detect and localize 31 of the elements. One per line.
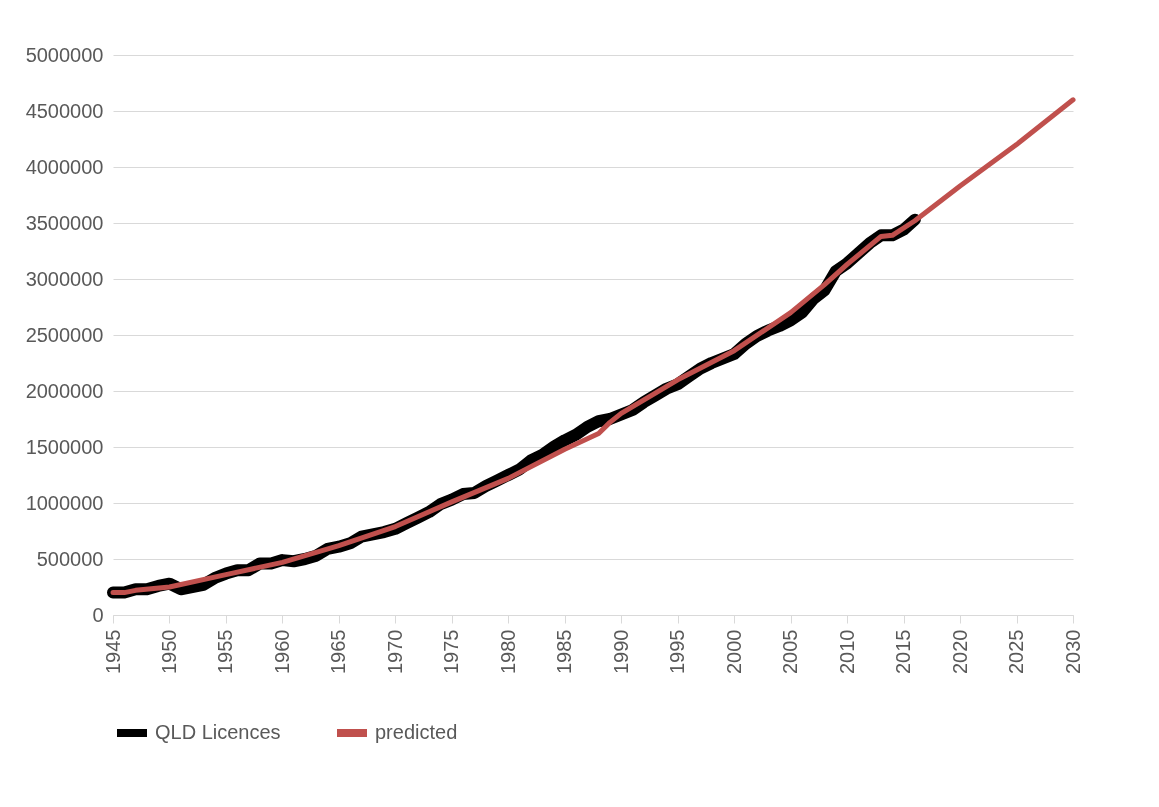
y-tick-label: 3500000	[25, 211, 104, 234]
legend-label: QLD Licences	[155, 721, 281, 743]
y-tick-label: 3000000	[25, 267, 104, 290]
x-tick-label: 1950	[157, 629, 180, 674]
x-tick-label: 2030	[1061, 629, 1084, 674]
x-tick-label: 1985	[553, 629, 576, 674]
x-tick-label: 1990	[609, 629, 632, 674]
x-tick-label: 2000	[722, 629, 745, 674]
x-tick-label: 1960	[270, 629, 293, 674]
x-tick-label: 1995	[666, 629, 689, 674]
x-tick-label: 2015	[892, 629, 915, 674]
y-tick-label: 5000000	[25, 43, 104, 66]
y-tick-label: 500000	[36, 547, 104, 570]
y-tick-label: 0	[92, 603, 104, 626]
y-tick-label: 4500000	[25, 99, 104, 122]
x-tick-label: 1955	[214, 629, 237, 674]
x-tick-label: 1945	[101, 629, 124, 674]
y-tick-label: 2500000	[25, 323, 104, 346]
legend-label: predicted	[375, 721, 458, 743]
y-tick-label: 1500000	[25, 435, 104, 458]
y-tick-label: 1000000	[25, 491, 104, 514]
x-tick-label: 1975	[440, 629, 463, 674]
x-tick-label: 1970	[383, 629, 406, 674]
y-tick-label: 2000000	[25, 379, 104, 402]
x-tick-label: 2005	[779, 629, 802, 674]
x-tick-label: 1980	[496, 629, 519, 674]
x-tick-label: 2025	[1005, 629, 1028, 674]
y-tick-label: 4000000	[25, 155, 104, 178]
x-tick-label: 2010	[835, 629, 858, 674]
x-tick-label: 1965	[327, 629, 350, 674]
x-tick-label: 2020	[948, 629, 971, 674]
